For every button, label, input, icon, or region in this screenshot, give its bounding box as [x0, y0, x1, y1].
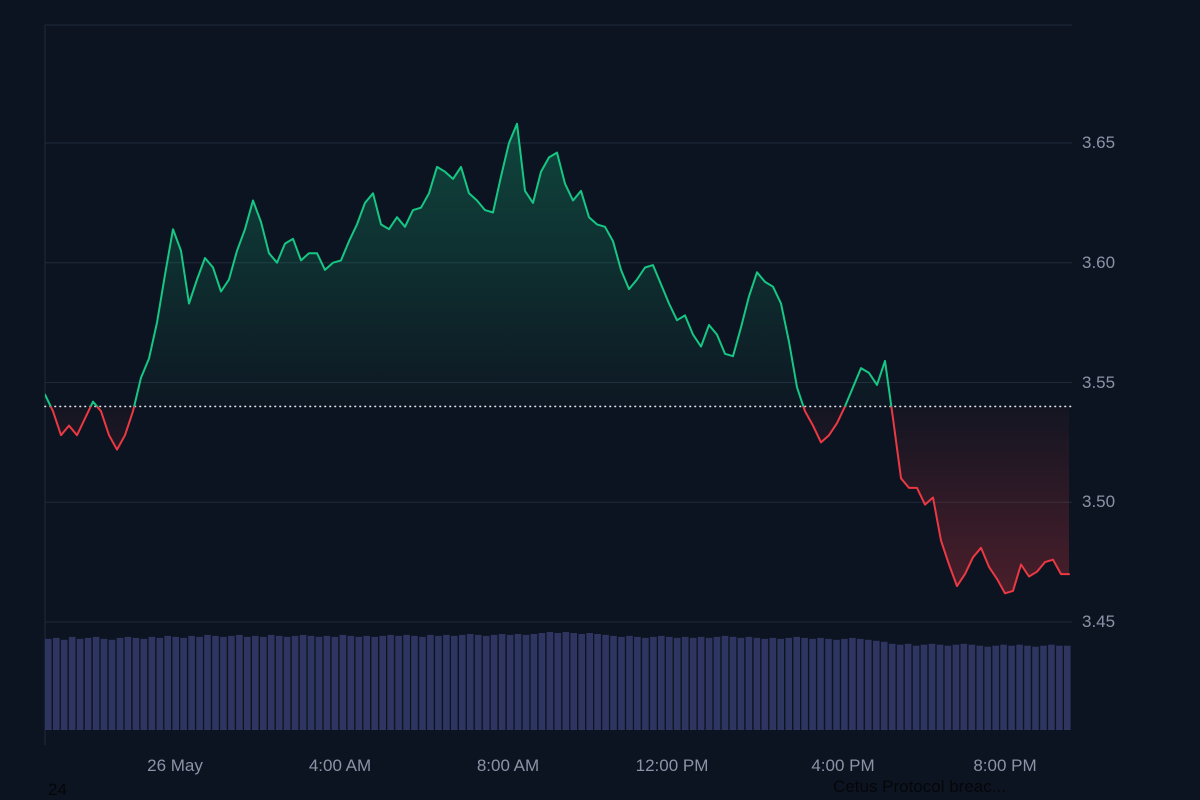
y-tick-label: 3.50 — [1082, 492, 1116, 511]
x-tick-label: 8:00 PM — [973, 756, 1037, 775]
y-tick-label: 3.65 — [1082, 133, 1116, 152]
y-tick-label: 3.45 — [1082, 612, 1116, 631]
x-tick-label: 4:00 PM — [811, 756, 875, 775]
y-tick-label: 3.55 — [1082, 373, 1116, 392]
x-tick-label: 8:00 AM — [476, 756, 540, 775]
news-annotation-link[interactable]: Cetus Protocol breac... — [833, 777, 1006, 796]
timeframe-label: 24 — [48, 780, 67, 799]
x-tick-label: 26 May — [147, 756, 203, 775]
x-tick-label: 4:00 AM — [308, 756, 372, 775]
x-tick-label: 12:00 PM — [635, 756, 709, 775]
y-tick-label: 3.60 — [1082, 253, 1116, 272]
